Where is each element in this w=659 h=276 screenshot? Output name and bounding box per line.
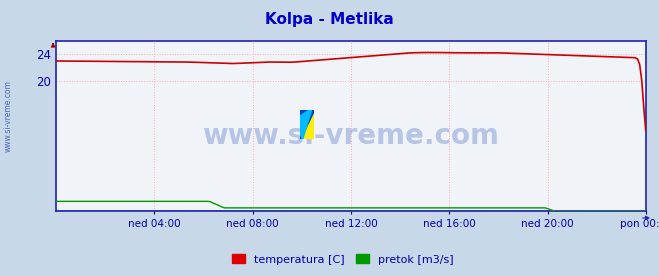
Polygon shape — [300, 110, 314, 139]
Polygon shape — [300, 110, 314, 139]
Text: Kolpa - Metlika: Kolpa - Metlika — [265, 12, 394, 27]
Text: www.si-vreme.com: www.si-vreme.com — [3, 80, 13, 152]
Legend: temperatura [C], pretok [m3/s]: temperatura [C], pretok [m3/s] — [227, 250, 458, 269]
Text: www.si-vreme.com: www.si-vreme.com — [202, 123, 500, 150]
Polygon shape — [300, 110, 312, 139]
